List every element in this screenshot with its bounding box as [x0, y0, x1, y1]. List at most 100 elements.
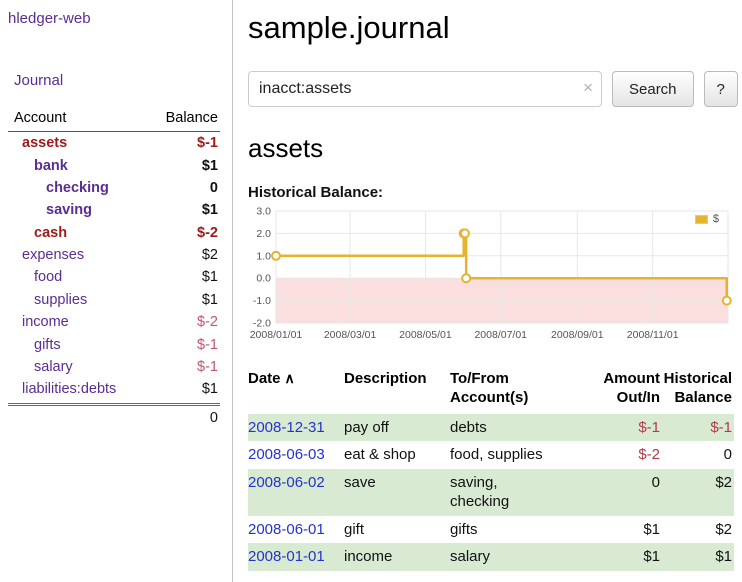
account-row-food: food $1	[8, 266, 220, 288]
sidebar-account-salary[interactable]: salary	[34, 358, 73, 375]
app-brand-link[interactable]: hledger-web	[8, 10, 91, 27]
account-balance: $1	[201, 269, 218, 286]
sidebar-account-liabilities-debts[interactable]: liabilities:debts	[22, 381, 117, 398]
account-row-bank: bank $1	[8, 154, 220, 176]
sidebar-account-income[interactable]: income	[22, 314, 69, 331]
sidebar-account-food[interactable]: food	[34, 269, 63, 286]
accounts-total-value: 0	[209, 409, 218, 426]
transaction-date-link[interactable]: 2008-06-03	[248, 446, 325, 463]
transaction-date-link[interactable]: 2008-12-31	[248, 418, 325, 436]
transaction-accounts: salary	[450, 548, 491, 565]
account-column-label: Account	[14, 110, 67, 126]
svg-text:-1.0: -1.0	[253, 295, 271, 307]
date-header-label: Date	[248, 370, 281, 387]
transaction-accounts: gifts	[450, 520, 478, 538]
page-title: sample.journal	[248, 10, 450, 45]
register-row: 2008-06-02 save saving, checking 0 $2	[248, 468, 734, 516]
transaction-description: gift	[344, 520, 365, 538]
sidebar-account-assets[interactable]: assets	[22, 135, 68, 152]
transaction-balance: $-1	[710, 418, 732, 436]
account-balance: $-2	[197, 314, 218, 331]
transaction-balance: $2	[715, 473, 732, 491]
account-heading: assets	[248, 133, 324, 163]
transaction-date-link[interactable]: 2008-06-01	[248, 520, 325, 538]
svg-text:2.0: 2.0	[256, 228, 271, 240]
transaction-description: pay off	[344, 418, 389, 436]
sidebar-item-journal[interactable]: Journal	[14, 72, 64, 89]
account-row-income: income $-2	[8, 311, 220, 333]
account-row-salary: salary $-1	[8, 356, 220, 378]
legend-label: $	[712, 213, 719, 225]
sidebar-account-saving[interactable]: saving	[46, 202, 92, 219]
account-row-saving: saving $1	[8, 199, 220, 221]
svg-text:2008/03/01: 2008/03/01	[324, 329, 377, 341]
transaction-amount: $1	[643, 520, 660, 538]
transaction-accounts: saving, checking	[450, 473, 510, 511]
transaction-description: save	[344, 473, 376, 491]
account-balance: $-1	[197, 336, 218, 353]
column-header-balance: Historical Balance	[663, 370, 732, 406]
transaction-amount: $-1	[638, 418, 660, 436]
transaction-description: income	[344, 548, 393, 565]
svg-text:3.0: 3.0	[256, 206, 271, 218]
chart-legend: $	[691, 212, 722, 226]
sidebar-account-cash[interactable]: cash	[34, 224, 68, 241]
account-row-supplies: supplies $1	[8, 289, 220, 311]
sidebar-account-bank[interactable]: bank	[34, 157, 68, 174]
svg-text:2008/11/01: 2008/11/01	[627, 329, 679, 341]
transaction-accounts: food, supplies	[450, 446, 543, 463]
column-header-date[interactable]: Date ∧	[248, 368, 344, 414]
account-balance: $-1	[197, 358, 218, 375]
transaction-balance: $1	[715, 548, 732, 565]
accounts-total-row: 0	[8, 402, 220, 430]
register-row: 2008-06-01 gift gifts $1 $2	[248, 516, 734, 544]
search-input[interactable]	[248, 71, 602, 107]
register-table: Date ∧ Description To/From Account(s) Amo…	[248, 368, 734, 571]
account-row-expenses: expenses $2	[8, 244, 220, 266]
svg-text:2008/01/01: 2008/01/01	[250, 329, 303, 341]
account-tree-header: Account Balance	[8, 108, 220, 132]
chart-title: Historical Balance:	[248, 184, 384, 201]
sidebar-account-checking[interactable]: checking	[46, 179, 109, 196]
search-form: × Search ?	[248, 71, 738, 107]
svg-text:0.0: 0.0	[256, 273, 271, 285]
account-balance: $1	[201, 291, 218, 308]
account-tree: Account Balance assets $-1 bank $1 check…	[8, 108, 220, 430]
account-balance: $1	[201, 202, 218, 219]
sidebar-account-supplies[interactable]: supplies	[34, 291, 88, 308]
svg-text:2008/07/01: 2008/07/01	[474, 329, 527, 341]
svg-text:-2.0: -2.0	[253, 318, 271, 330]
account-balance: $2	[201, 247, 218, 264]
column-header-amount: Amount Out/In	[603, 370, 660, 406]
historical-balance-chart: 3.0 2.0 1.0 0.0 -1.0 -2.0 2008/01/01 2008/03/01…	[248, 205, 734, 348]
sidebar: hledger-web Journal Account Balance asse…	[0, 0, 233, 582]
account-balance: $1	[201, 381, 218, 398]
register-header-row: Date ∧ Description To/From Account(s) Amo…	[248, 368, 734, 414]
transaction-amount: $-2	[638, 446, 660, 463]
transaction-balance: $2	[715, 520, 732, 538]
transaction-accounts: debts	[450, 418, 487, 436]
account-row-gifts: gifts $-1	[8, 333, 220, 355]
transaction-date-link[interactable]: 2008-06-02	[248, 473, 325, 491]
column-header-accounts: To/From Account(s)	[450, 370, 529, 406]
sidebar-account-expenses[interactable]: expenses	[22, 247, 85, 264]
transaction-amount: $1	[643, 548, 660, 565]
account-balance: $1	[201, 157, 218, 174]
sidebar-account-gifts[interactable]: gifts	[34, 336, 61, 353]
transaction-description: eat & shop	[344, 446, 416, 463]
balance-column-label: Balance	[165, 110, 218, 126]
clear-search-icon[interactable]: ×	[583, 78, 593, 97]
register-row: 2008-01-01 income salary $1 $1	[248, 543, 734, 571]
svg-text:2008/05/01: 2008/05/01	[399, 329, 452, 341]
legend-swatch-icon	[694, 214, 708, 224]
account-balance: $-1	[197, 135, 218, 152]
svg-text:1.0: 1.0	[256, 250, 271, 262]
help-button[interactable]: ?	[703, 71, 738, 107]
register-row: 2008-06-03 eat & shop food, supplies $-2…	[248, 441, 734, 469]
transaction-date-link[interactable]: 2008-01-01	[248, 548, 325, 565]
search-button[interactable]: Search	[612, 71, 694, 107]
account-row-checking: checking 0	[8, 177, 220, 199]
sort-ascending-icon: ∧	[284, 370, 295, 386]
